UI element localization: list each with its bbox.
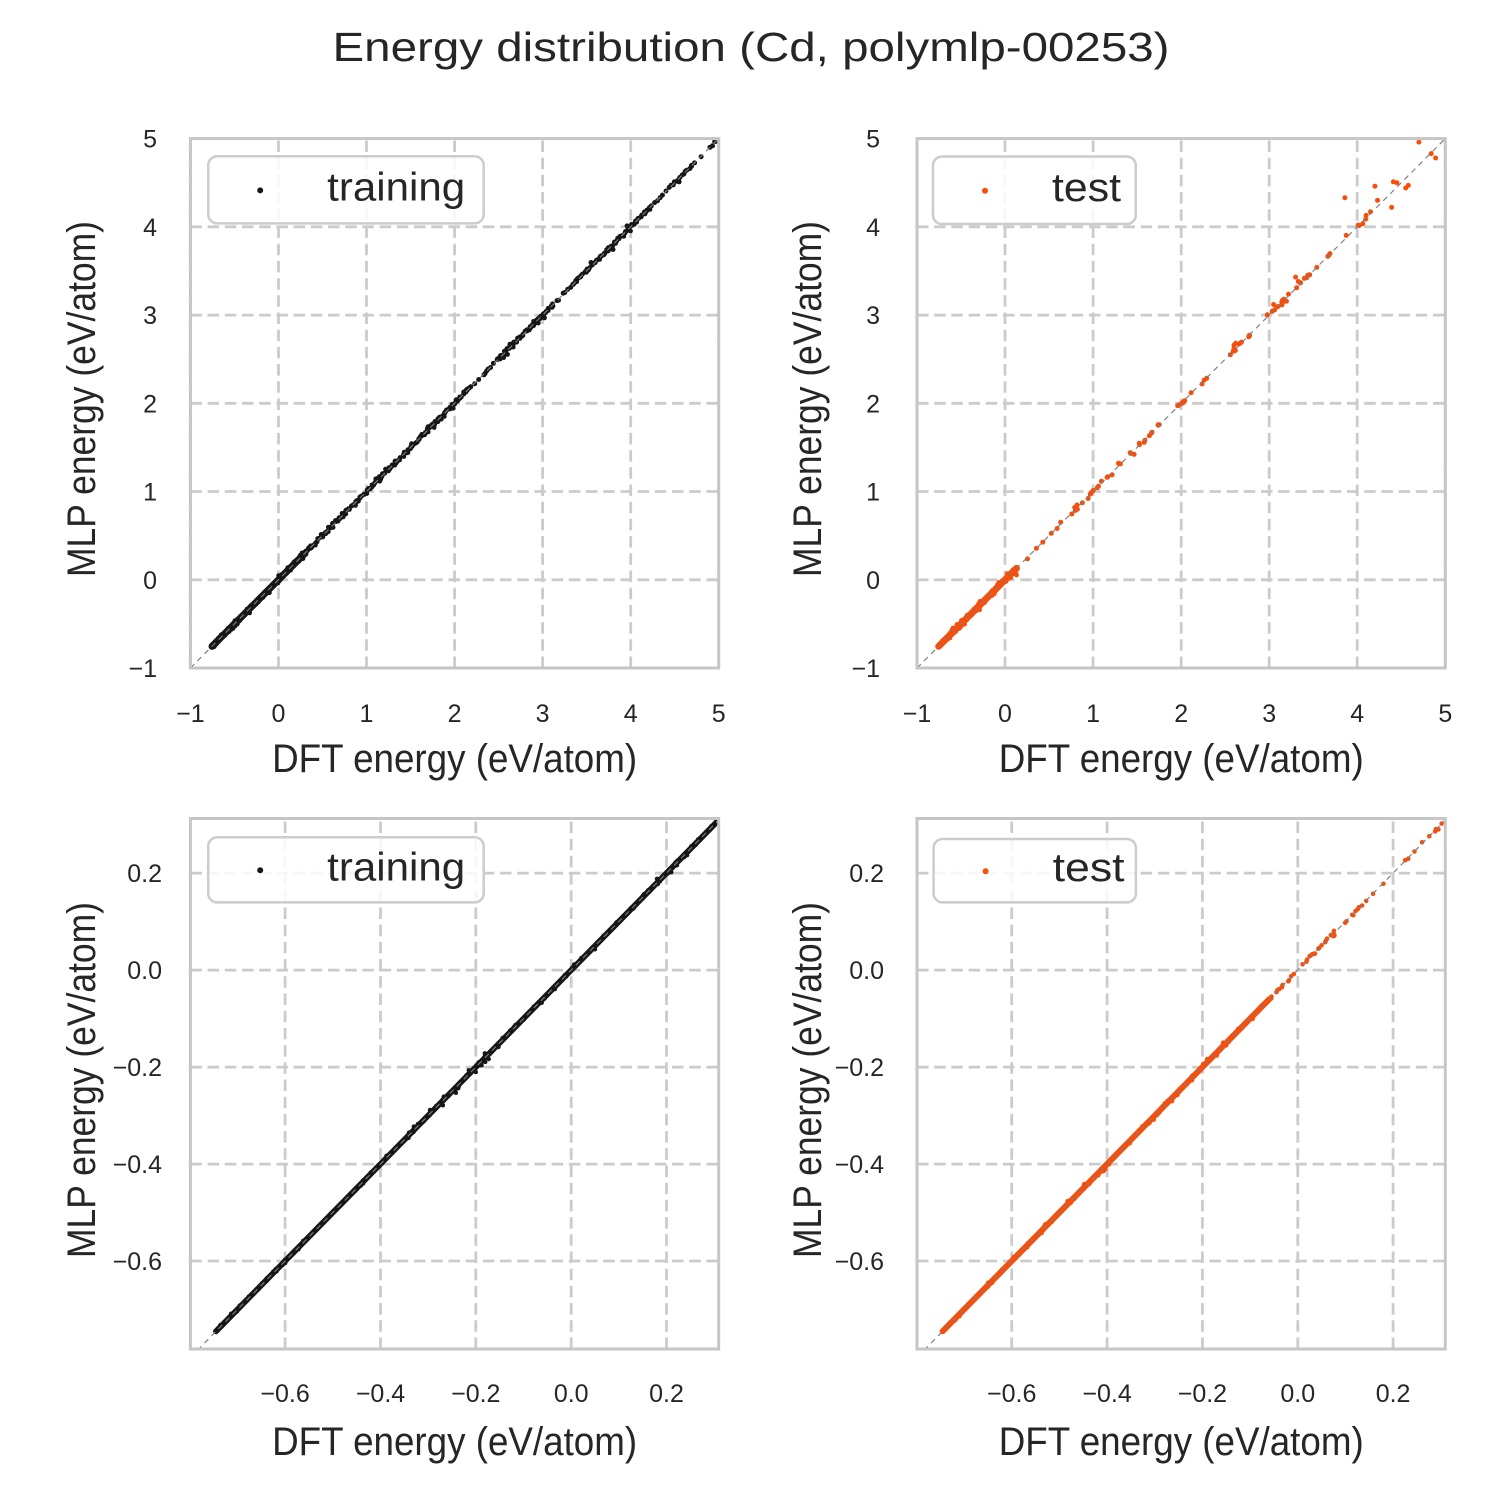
svg-text:MLP energy (eV/atom): MLP energy (eV/atom) (786, 902, 830, 1258)
svg-text:MLP energy (eV/atom): MLP energy (eV/atom) (60, 902, 104, 1258)
svg-text:0.0: 0.0 (1280, 1380, 1315, 1408)
svg-text:0.2: 0.2 (1376, 1380, 1411, 1408)
svg-text:−0.2: −0.2 (451, 1380, 500, 1408)
svg-text:3: 3 (1262, 700, 1276, 728)
svg-text:−0.4: −0.4 (1082, 1380, 1131, 1408)
svg-text:0.0: 0.0 (127, 957, 162, 985)
svg-text:−0.4: −0.4 (835, 1151, 884, 1179)
svg-text:−0.6: −0.6 (835, 1248, 884, 1276)
svg-text:5: 5 (866, 126, 880, 154)
svg-text:DFT energy (eV/atom): DFT energy (eV/atom) (999, 1420, 1364, 1464)
svg-text:4: 4 (866, 214, 880, 242)
svg-text:0: 0 (866, 567, 880, 595)
svg-text:−0.4: −0.4 (356, 1380, 405, 1408)
svg-text:2: 2 (143, 390, 157, 418)
svg-text:training: training (327, 845, 465, 889)
svg-text:−1: −1 (851, 655, 880, 683)
svg-text:−0.2: −0.2 (113, 1054, 162, 1082)
svg-text:5: 5 (712, 700, 726, 728)
svg-text:−0.6: −0.6 (987, 1380, 1036, 1408)
svg-text:1: 1 (143, 479, 157, 507)
svg-text:5: 5 (143, 126, 157, 154)
svg-text:0.2: 0.2 (649, 1380, 684, 1408)
svg-text:−0.6: −0.6 (113, 1248, 162, 1276)
svg-text:4: 4 (1350, 700, 1364, 728)
svg-text:1: 1 (360, 700, 374, 728)
svg-text:4: 4 (624, 700, 638, 728)
svg-text:0: 0 (143, 567, 157, 595)
svg-text:DFT energy (eV/atom): DFT energy (eV/atom) (272, 737, 637, 781)
svg-text:2: 2 (1174, 700, 1188, 728)
svg-text:−0.2: −0.2 (835, 1054, 884, 1082)
svg-text:3: 3 (536, 700, 550, 728)
svg-text:−1: −1 (128, 655, 157, 683)
svg-text:DFT energy (eV/atom): DFT energy (eV/atom) (272, 1420, 637, 1464)
svg-text:2: 2 (448, 700, 462, 728)
svg-text:0: 0 (998, 700, 1012, 728)
svg-text:test: test (1052, 166, 1121, 210)
svg-text:−0.4: −0.4 (113, 1151, 162, 1179)
svg-text:0.0: 0.0 (849, 957, 884, 985)
svg-text:−0.2: −0.2 (1178, 1380, 1227, 1408)
svg-text:4: 4 (143, 214, 157, 242)
svg-text:0.0: 0.0 (554, 1380, 589, 1408)
svg-text:training: training (327, 165, 465, 209)
svg-text:3: 3 (866, 302, 880, 330)
svg-text:−1: −1 (176, 700, 205, 728)
svg-text:0.2: 0.2 (127, 860, 162, 888)
svg-text:MLP energy (eV/atom): MLP energy (eV/atom) (60, 221, 104, 577)
svg-text:3: 3 (143, 302, 157, 330)
svg-text:Energy distribution (Cd, polym: Energy distribution (Cd, polymlp-00253) (333, 24, 1170, 70)
svg-text:DFT energy (eV/atom): DFT energy (eV/atom) (999, 737, 1364, 781)
svg-text:−0.6: −0.6 (260, 1380, 309, 1408)
svg-text:1: 1 (866, 479, 880, 507)
svg-text:5: 5 (1438, 700, 1452, 728)
svg-text:0.2: 0.2 (849, 860, 884, 888)
svg-text:1: 1 (1086, 700, 1100, 728)
svg-text:0: 0 (272, 700, 286, 728)
svg-text:test: test (1053, 846, 1125, 890)
svg-text:−1: −1 (903, 700, 932, 728)
svg-text:2: 2 (866, 390, 880, 418)
svg-text:MLP energy (eV/atom): MLP energy (eV/atom) (786, 221, 830, 577)
